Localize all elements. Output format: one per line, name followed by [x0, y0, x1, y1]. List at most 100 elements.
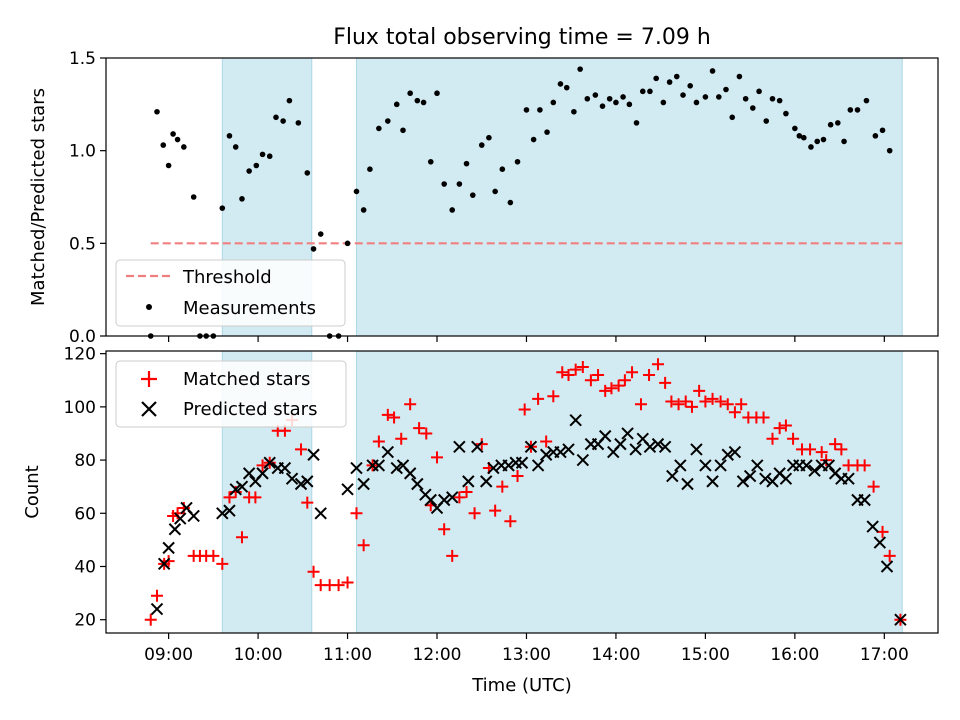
measurement-point: [571, 108, 577, 115]
predicted-star-point: [411, 477, 424, 491]
matched-star-point: [496, 480, 509, 493]
measurement-point: [226, 133, 233, 139]
x-tick-label: 09:00: [144, 645, 193, 665]
measurement-point: [756, 88, 762, 95]
measurement-point: [592, 92, 599, 98]
measurement-point: [550, 99, 557, 106]
predicted-star-point: [350, 461, 363, 475]
chart-title: Flux total observing time = 7.09 h: [333, 25, 711, 50]
matched-star-point: [721, 398, 734, 411]
measurement-point: [456, 181, 463, 187]
measurement-point: [154, 108, 160, 115]
predicted-star-point: [666, 469, 679, 483]
measurement-point: [246, 168, 252, 174]
matched-star-point: [576, 360, 589, 373]
matched-star-point: [672, 398, 685, 411]
matched-star-point: [693, 384, 706, 397]
predicted-star-point: [294, 477, 308, 491]
measurement-point: [259, 151, 266, 158]
predicted-star-point: [150, 602, 164, 616]
predicted-star-point: [307, 448, 320, 461]
measurement-point: [514, 158, 521, 165]
measurement-point: [879, 127, 886, 134]
matched-star-point: [634, 398, 647, 411]
measurement-point: [492, 188, 498, 195]
measurement-point: [344, 240, 351, 247]
predicted-stars-series: [150, 413, 907, 626]
measurement-point: [463, 160, 470, 167]
measurement-point: [742, 95, 749, 102]
predicted-star-point: [453, 440, 466, 453]
predicted-star-point: [390, 461, 403, 475]
matched-star-point: [453, 491, 466, 504]
measurement-point: [393, 101, 400, 108]
measurement-point: [776, 97, 783, 104]
predicted-star-point: [822, 459, 836, 472]
predicted-star-point: [658, 440, 672, 453]
measurement-point: [723, 86, 729, 93]
matched-star-point: [216, 557, 229, 570]
x-tick-label: 15:00: [681, 645, 730, 665]
measurement-point: [523, 107, 530, 113]
measurement-point: [449, 207, 456, 213]
predicted-star-point: [800, 459, 813, 472]
measurement-point: [295, 120, 302, 126]
predicted-star-point: [866, 520, 879, 533]
y-tick-label: 100: [64, 398, 96, 418]
matched-star-point: [207, 549, 220, 562]
measurement-point: [304, 170, 311, 176]
measurement-point: [729, 114, 736, 121]
predicted-legend-swatch: [141, 401, 157, 417]
measurement-point: [606, 95, 613, 102]
predicted-legend-label: Predicted stars: [183, 399, 317, 420]
measurements-legend-swatch: [146, 304, 152, 310]
matched-star-point: [787, 432, 800, 445]
matched-star-point: [829, 438, 842, 451]
predicted-star-point: [808, 464, 821, 477]
predicted-star-point: [168, 523, 182, 536]
measurement-point: [530, 136, 537, 143]
matched-star-point: [599, 384, 612, 397]
measurement-point: [499, 166, 506, 172]
y-tick-label: 20: [74, 611, 96, 631]
matched-star-point: [350, 507, 363, 520]
predicted-star-point: [357, 477, 370, 491]
measurement-point: [544, 129, 550, 135]
matched-star-point: [413, 422, 426, 435]
predicted-star-point: [278, 461, 292, 475]
measurement-point: [653, 75, 659, 82]
predicted-star-point: [714, 459, 727, 472]
top-legend: Threshold Measurements: [115, 259, 346, 327]
matched-star-point: [569, 363, 582, 376]
measurement-point: [434, 90, 440, 97]
threshold-legend-label: Threshold: [182, 267, 272, 288]
x-tick-label: 16:00: [770, 645, 819, 665]
matched-star-point: [735, 398, 748, 411]
measurement-point: [420, 99, 427, 106]
predicted-star-point: [424, 493, 437, 507]
predicted-star-point: [187, 509, 200, 523]
predicted-star-point: [314, 507, 327, 520]
measurement-point: [886, 147, 893, 154]
matched-star-point: [706, 392, 719, 405]
predicted-star-point: [480, 475, 493, 488]
measurement-point: [863, 97, 870, 104]
predicted-star-point: [894, 613, 907, 626]
y-tick-label: 0.0: [69, 327, 96, 347]
predicted-star-point: [229, 483, 242, 496]
matched-star-point: [858, 459, 871, 472]
predicted-star-point: [706, 475, 719, 488]
matched-star-point: [618, 374, 631, 387]
measurement-point: [801, 134, 807, 141]
predicted-star-point: [471, 440, 484, 453]
predicted-star-point: [721, 448, 734, 461]
predicted-star-point: [285, 472, 299, 485]
measurement-point: [266, 153, 273, 160]
matched-star-point: [659, 376, 672, 389]
matched-star-point: [518, 403, 531, 416]
predicted-star-point: [174, 512, 187, 525]
measurement-point: [847, 107, 854, 113]
matched-star-point: [815, 446, 828, 459]
matched-star-point: [757, 411, 770, 424]
matched-star-point: [431, 451, 444, 464]
